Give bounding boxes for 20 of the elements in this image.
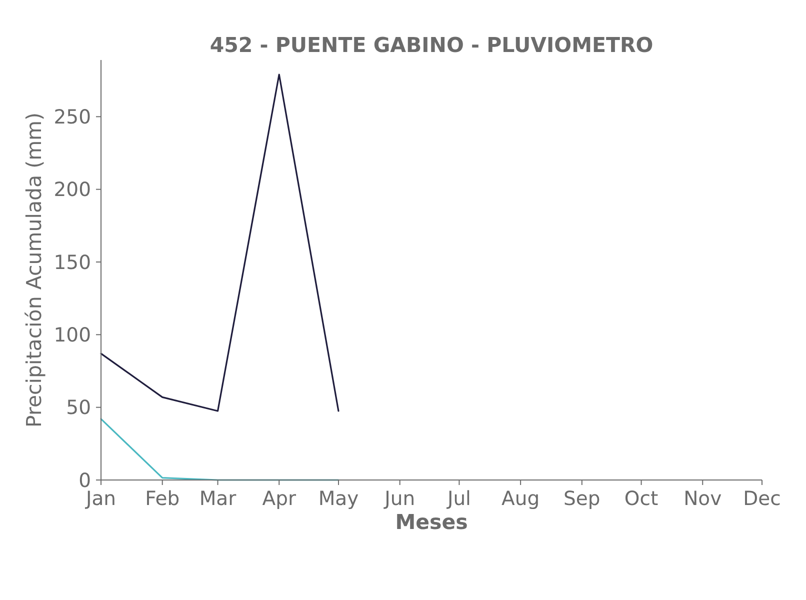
x-tick-label: Jul xyxy=(445,487,471,510)
y-tick-label: 50 xyxy=(66,396,91,420)
x-tick-label: Feb xyxy=(145,487,180,510)
y-tick-label: 200 xyxy=(54,178,91,202)
x-axis-title: Meses xyxy=(395,510,468,534)
x-tick-label: Oct xyxy=(624,487,658,510)
y-tick-label: 250 xyxy=(54,106,91,129)
line-series xyxy=(100,74,340,412)
x-tick-label: Apr xyxy=(262,487,297,510)
x-tick-label: Aug xyxy=(502,487,540,510)
x-tick-label: Mar xyxy=(199,487,238,510)
y-axis-title: Precipitación Acumulada (mm) xyxy=(22,112,46,428)
x-tick-label: Sep xyxy=(564,487,600,510)
x-tick-label: Jun xyxy=(382,487,416,510)
x-tick-label: Dec xyxy=(743,487,781,510)
y-tick-label: 150 xyxy=(54,250,91,274)
x-tick-label: May xyxy=(318,487,359,510)
y-tick-label: 100 xyxy=(54,323,91,346)
chart-title: 452 - PUENTE GABINO - PLUVIOMETRO xyxy=(210,33,654,57)
x-tick-label: Nov xyxy=(684,487,722,510)
